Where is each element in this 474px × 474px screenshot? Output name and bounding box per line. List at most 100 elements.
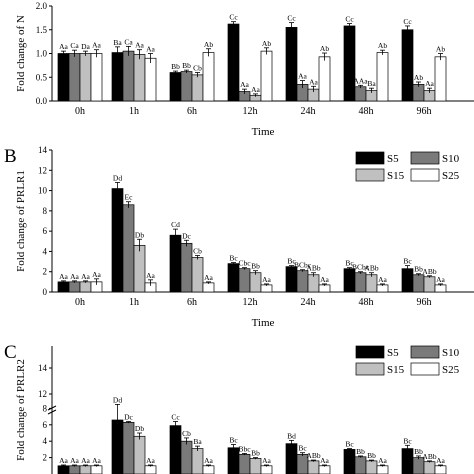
significance-label: Cb — [182, 429, 191, 438]
y-tick-label: 8 — [43, 403, 48, 413]
significance-label: AAa — [353, 76, 368, 85]
significance-label: Bbc — [238, 445, 251, 454]
significance-label: Bb — [414, 265, 423, 274]
y-tick-label: 4 — [43, 246, 48, 256]
bar-S25 — [434, 284, 447, 293]
significance-label: Aa — [425, 79, 434, 88]
legend-swatch — [355, 168, 385, 182]
legend-swatch — [410, 345, 440, 359]
significance-label: Bc — [298, 444, 307, 453]
significance-label: Aa — [92, 270, 101, 279]
y-tick-label: 14 — [38, 363, 48, 373]
significance-label: ABb — [422, 267, 436, 276]
bar-S15 — [79, 281, 92, 293]
significance-label: Aa — [59, 42, 68, 51]
bar-S10 — [354, 456, 367, 474]
bar-S15 — [79, 465, 92, 474]
bar-S15 — [249, 272, 262, 293]
bar-S10 — [354, 272, 367, 293]
x-tick-label: 6h — [187, 106, 197, 117]
significance-label: Cc — [229, 13, 238, 22]
bar-S5 — [57, 281, 70, 293]
y-tick-label: 4 — [43, 436, 48, 446]
significance-label: Aa — [146, 271, 155, 280]
bar-S5 — [57, 53, 70, 102]
significance-label: Dd — [113, 395, 122, 404]
legend-swatch — [355, 345, 385, 359]
x-tick-label: 0h — [75, 297, 85, 308]
bar-S10 — [68, 53, 81, 102]
bar-S10 — [122, 50, 135, 102]
bar-S15 — [249, 458, 262, 474]
significance-label: Aa — [70, 272, 79, 281]
y-axis-label: Fold change of PRLR1 — [15, 170, 27, 272]
significance-label: Aa — [59, 456, 68, 465]
bar-S5 — [343, 25, 356, 102]
bar-S15 — [133, 435, 146, 474]
bar-S5 — [343, 268, 356, 293]
significance-label: Aa — [378, 456, 387, 465]
bar-S5 — [401, 268, 414, 293]
significance-label: Ca — [124, 37, 133, 46]
significance-label: Db — [135, 424, 144, 433]
bar-S5 — [169, 234, 182, 293]
legend-swatch — [410, 362, 440, 376]
legend-swatch — [410, 151, 440, 165]
significance-label: Bc — [287, 257, 296, 266]
bar-S25 — [144, 57, 157, 102]
significance-label: Bc — [403, 257, 412, 266]
significance-label: Bc — [345, 259, 354, 268]
axis-break-mark — [47, 409, 57, 415]
bar-S10 — [238, 268, 251, 293]
significance-label: Aa — [81, 272, 90, 281]
bar-S5 — [285, 266, 298, 293]
bar-S5 — [111, 188, 124, 293]
significance-label: Cc — [403, 17, 412, 26]
bar-S5 — [227, 447, 240, 474]
significance-label: Ba — [367, 79, 376, 88]
legend: S5 S10 S15 S25 — [355, 345, 460, 376]
x-axis-label: Time — [252, 317, 275, 329]
bar-S15 — [79, 53, 92, 102]
significance-label: Aa — [262, 456, 271, 465]
x-tick-label: 1h — [129, 106, 139, 117]
legend-label: S25 — [442, 364, 460, 376]
y-tick-label: 2 — [43, 267, 48, 277]
bar-S5 — [111, 52, 124, 102]
y-tick-label: 12 — [38, 165, 47, 175]
significance-label: Aa — [92, 456, 101, 465]
bar-S5 — [401, 29, 414, 102]
bar-S15 — [191, 448, 204, 474]
bar-S25 — [260, 284, 273, 293]
significance-label: Aa — [204, 456, 213, 465]
significance-label: Bb — [251, 449, 260, 458]
bar-S25 — [260, 465, 273, 474]
bar-S10 — [180, 242, 193, 293]
y-tick-label: 8 — [43, 206, 48, 216]
x-tick-label: 0h — [75, 106, 85, 117]
bar-S10 — [180, 71, 193, 102]
significance-label: Aa — [59, 272, 68, 281]
significance-label: Bb — [414, 447, 423, 456]
bar-S25 — [376, 465, 389, 474]
bar-S10 — [68, 465, 81, 474]
bar-S15 — [133, 54, 146, 102]
significance-label: Ba — [193, 437, 202, 446]
significance-label: Aa — [251, 85, 260, 94]
significance-label: ABb — [364, 264, 378, 273]
significance-label: Aa — [436, 456, 445, 465]
bar-S25 — [434, 56, 447, 102]
significance-label: Aa — [309, 77, 318, 86]
y-tick-label: 0.5 — [36, 72, 48, 82]
significance-label: Aa — [240, 80, 249, 89]
panel-letter: B — [4, 146, 17, 167]
significance-label: Aa — [320, 275, 329, 284]
bar-S10 — [122, 204, 135, 293]
panel-letter: C — [4, 342, 17, 363]
y-tick-label: 14 — [38, 145, 48, 155]
bar-S25 — [318, 56, 331, 102]
bar-S25 — [144, 465, 157, 474]
bar-S15 — [423, 276, 436, 293]
